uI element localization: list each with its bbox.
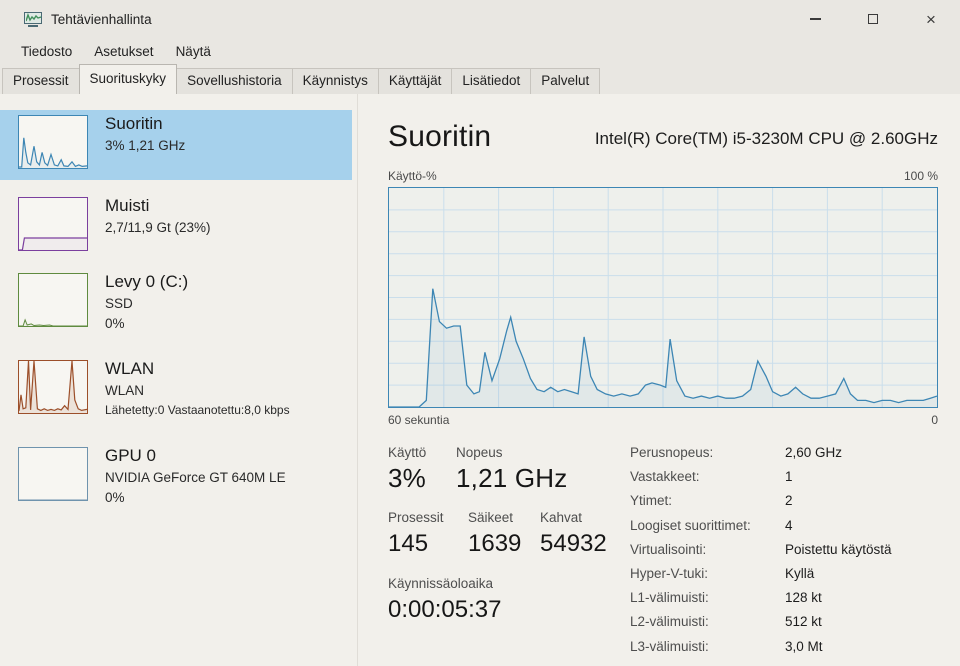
handles-value: 54932 <box>540 530 607 557</box>
sidebar-item-cpu[interactable]: Suoritin 3% 1,21 GHz <box>0 110 352 180</box>
tab-kayttajat[interactable]: Käyttäjät <box>377 68 453 94</box>
gpu-mini-chart <box>18 447 88 501</box>
tab-prosessit[interactable]: Prosessit <box>2 68 80 94</box>
handles-label: Kahvat <box>540 510 583 525</box>
title-bar: Tehtävienhallinta × <box>0 0 960 38</box>
tab-bar: Prosessit Suorituskyky Sovellushistoria … <box>0 64 960 94</box>
speed-label: Nopeus <box>456 445 503 460</box>
speed-value: 1,21 GHz <box>456 463 568 493</box>
cpu-page-title: Suoritin <box>388 120 492 153</box>
sidebar-memory-status: 2,7/11,9 Gt (23%) <box>105 219 211 235</box>
menu-nayta[interactable]: Näytä <box>175 43 211 59</box>
spec-row: Hyper-V-tuki: Kyllä <box>630 565 815 581</box>
graph-ylabel: Käyttö-% <box>388 169 437 183</box>
memory-mini-chart <box>18 197 88 251</box>
spec-row: L3-välimuisti: 3,0 Mt <box>630 638 823 654</box>
tab-suorituskyky[interactable]: Suorituskyky <box>78 64 178 94</box>
spec-row: Virtualisointi: Poistettu käytöstä <box>630 541 892 557</box>
processes-label: Prosessit <box>388 510 444 525</box>
sidebar-cpu-status: 3% 1,21 GHz <box>105 137 186 153</box>
sidebar-wlan-name: WLAN <box>105 382 145 398</box>
minimize-icon <box>809 18 821 20</box>
threads-label: Säikeet <box>468 510 514 525</box>
graph-xlabel-right: 0 <box>931 413 938 427</box>
sidebar-item-disk[interactable]: Levy 0 (C:) SSD 0% <box>0 268 352 348</box>
sidebar-cpu-title: Suoritin <box>105 114 163 133</box>
graph-ymax-label: 100 % <box>903 169 938 183</box>
sidebar-item-memory[interactable]: Muisti 2,7/11,9 Gt (23%) <box>0 192 352 260</box>
disk-mini-chart <box>18 273 88 327</box>
sidebar-wlan-status: Lähetetty:0 Vastaanotettu:8,0 kbps <box>105 402 290 417</box>
graph-xlabel-left: 60 sekuntia <box>388 413 450 427</box>
cpu-usage-graph[interactable] <box>388 187 938 408</box>
sidebar-disk-type: SSD <box>105 295 133 311</box>
sidebar-wlan-title: WLAN <box>105 359 155 378</box>
usage-label: Käyttö <box>388 445 427 460</box>
menu-tiedosto[interactable]: Tiedosto <box>21 43 73 59</box>
maximize-icon <box>868 14 878 24</box>
sidebar-gpu-status: 0% <box>105 489 125 505</box>
sidebar-disk-title: Levy 0 (C:) <box>105 272 189 291</box>
tab-palvelut[interactable]: Palvelut <box>530 68 601 94</box>
spec-row: Vastakkeet: 1 <box>630 469 793 485</box>
spec-row: Perusnopeus: 2,60 GHz <box>630 445 843 460</box>
window-title: Tehtävienhallinta <box>51 11 152 27</box>
sidebar-gpu-name: NVIDIA GeForce GT 640M LE <box>105 469 286 485</box>
sidebar-divider <box>357 94 358 666</box>
close-button[interactable]: × <box>902 0 960 38</box>
tab-kaynnistys[interactable]: Käynnistys <box>291 68 379 94</box>
uptime-label: Käynnissäoloaika <box>388 576 494 591</box>
spec-row: Loogiset suorittimet: 4 <box>630 517 793 533</box>
sidebar-gpu-title: GPU 0 <box>105 446 157 465</box>
close-icon: × <box>926 9 936 29</box>
menu-asetukset[interactable]: Asetukset <box>94 43 154 59</box>
processes-value: 145 <box>388 530 429 557</box>
threads-value: 1639 <box>468 530 522 557</box>
menu-bar: Tiedosto Asetukset Näytä <box>0 38 960 64</box>
sidebar-memory-title: Muisti <box>105 196 150 215</box>
tab-sovellushistoria[interactable]: Sovellushistoria <box>176 68 293 94</box>
spec-row: Ytimet: 2 <box>630 493 793 509</box>
spec-row: L2-välimuisti: 512 kt <box>630 614 822 630</box>
spec-row: L1-välimuisti: 128 kt <box>630 590 822 606</box>
maximize-button[interactable] <box>844 0 902 38</box>
cpu-mini-chart <box>18 115 88 169</box>
cpu-model-name: Intel(R) Core(TM) i5-3230M CPU @ 2.60GHz <box>594 129 938 148</box>
sidebar-item-wlan[interactable]: WLAN WLAN Lähetetty:0 Vastaanotettu:8,0 … <box>0 355 352 435</box>
cpu-spec-list: Perusnopeus: 2,60 GHz Vastakkeet: 1 Ytimet… <box>630 445 892 663</box>
sidebar-item-gpu[interactable]: GPU 0 NVIDIA GeForce GT 640M LE 0% <box>0 442 352 522</box>
minimize-button[interactable] <box>786 0 844 38</box>
sidebar-disk-status: 0% <box>105 315 125 331</box>
wlan-mini-chart <box>18 360 88 414</box>
usage-value: 3% <box>388 463 426 493</box>
tab-lisatiedot[interactable]: Lisätiedot <box>451 68 532 94</box>
task-manager-app-icon <box>24 11 42 27</box>
uptime-value: 0:00:05:37 <box>388 596 502 623</box>
